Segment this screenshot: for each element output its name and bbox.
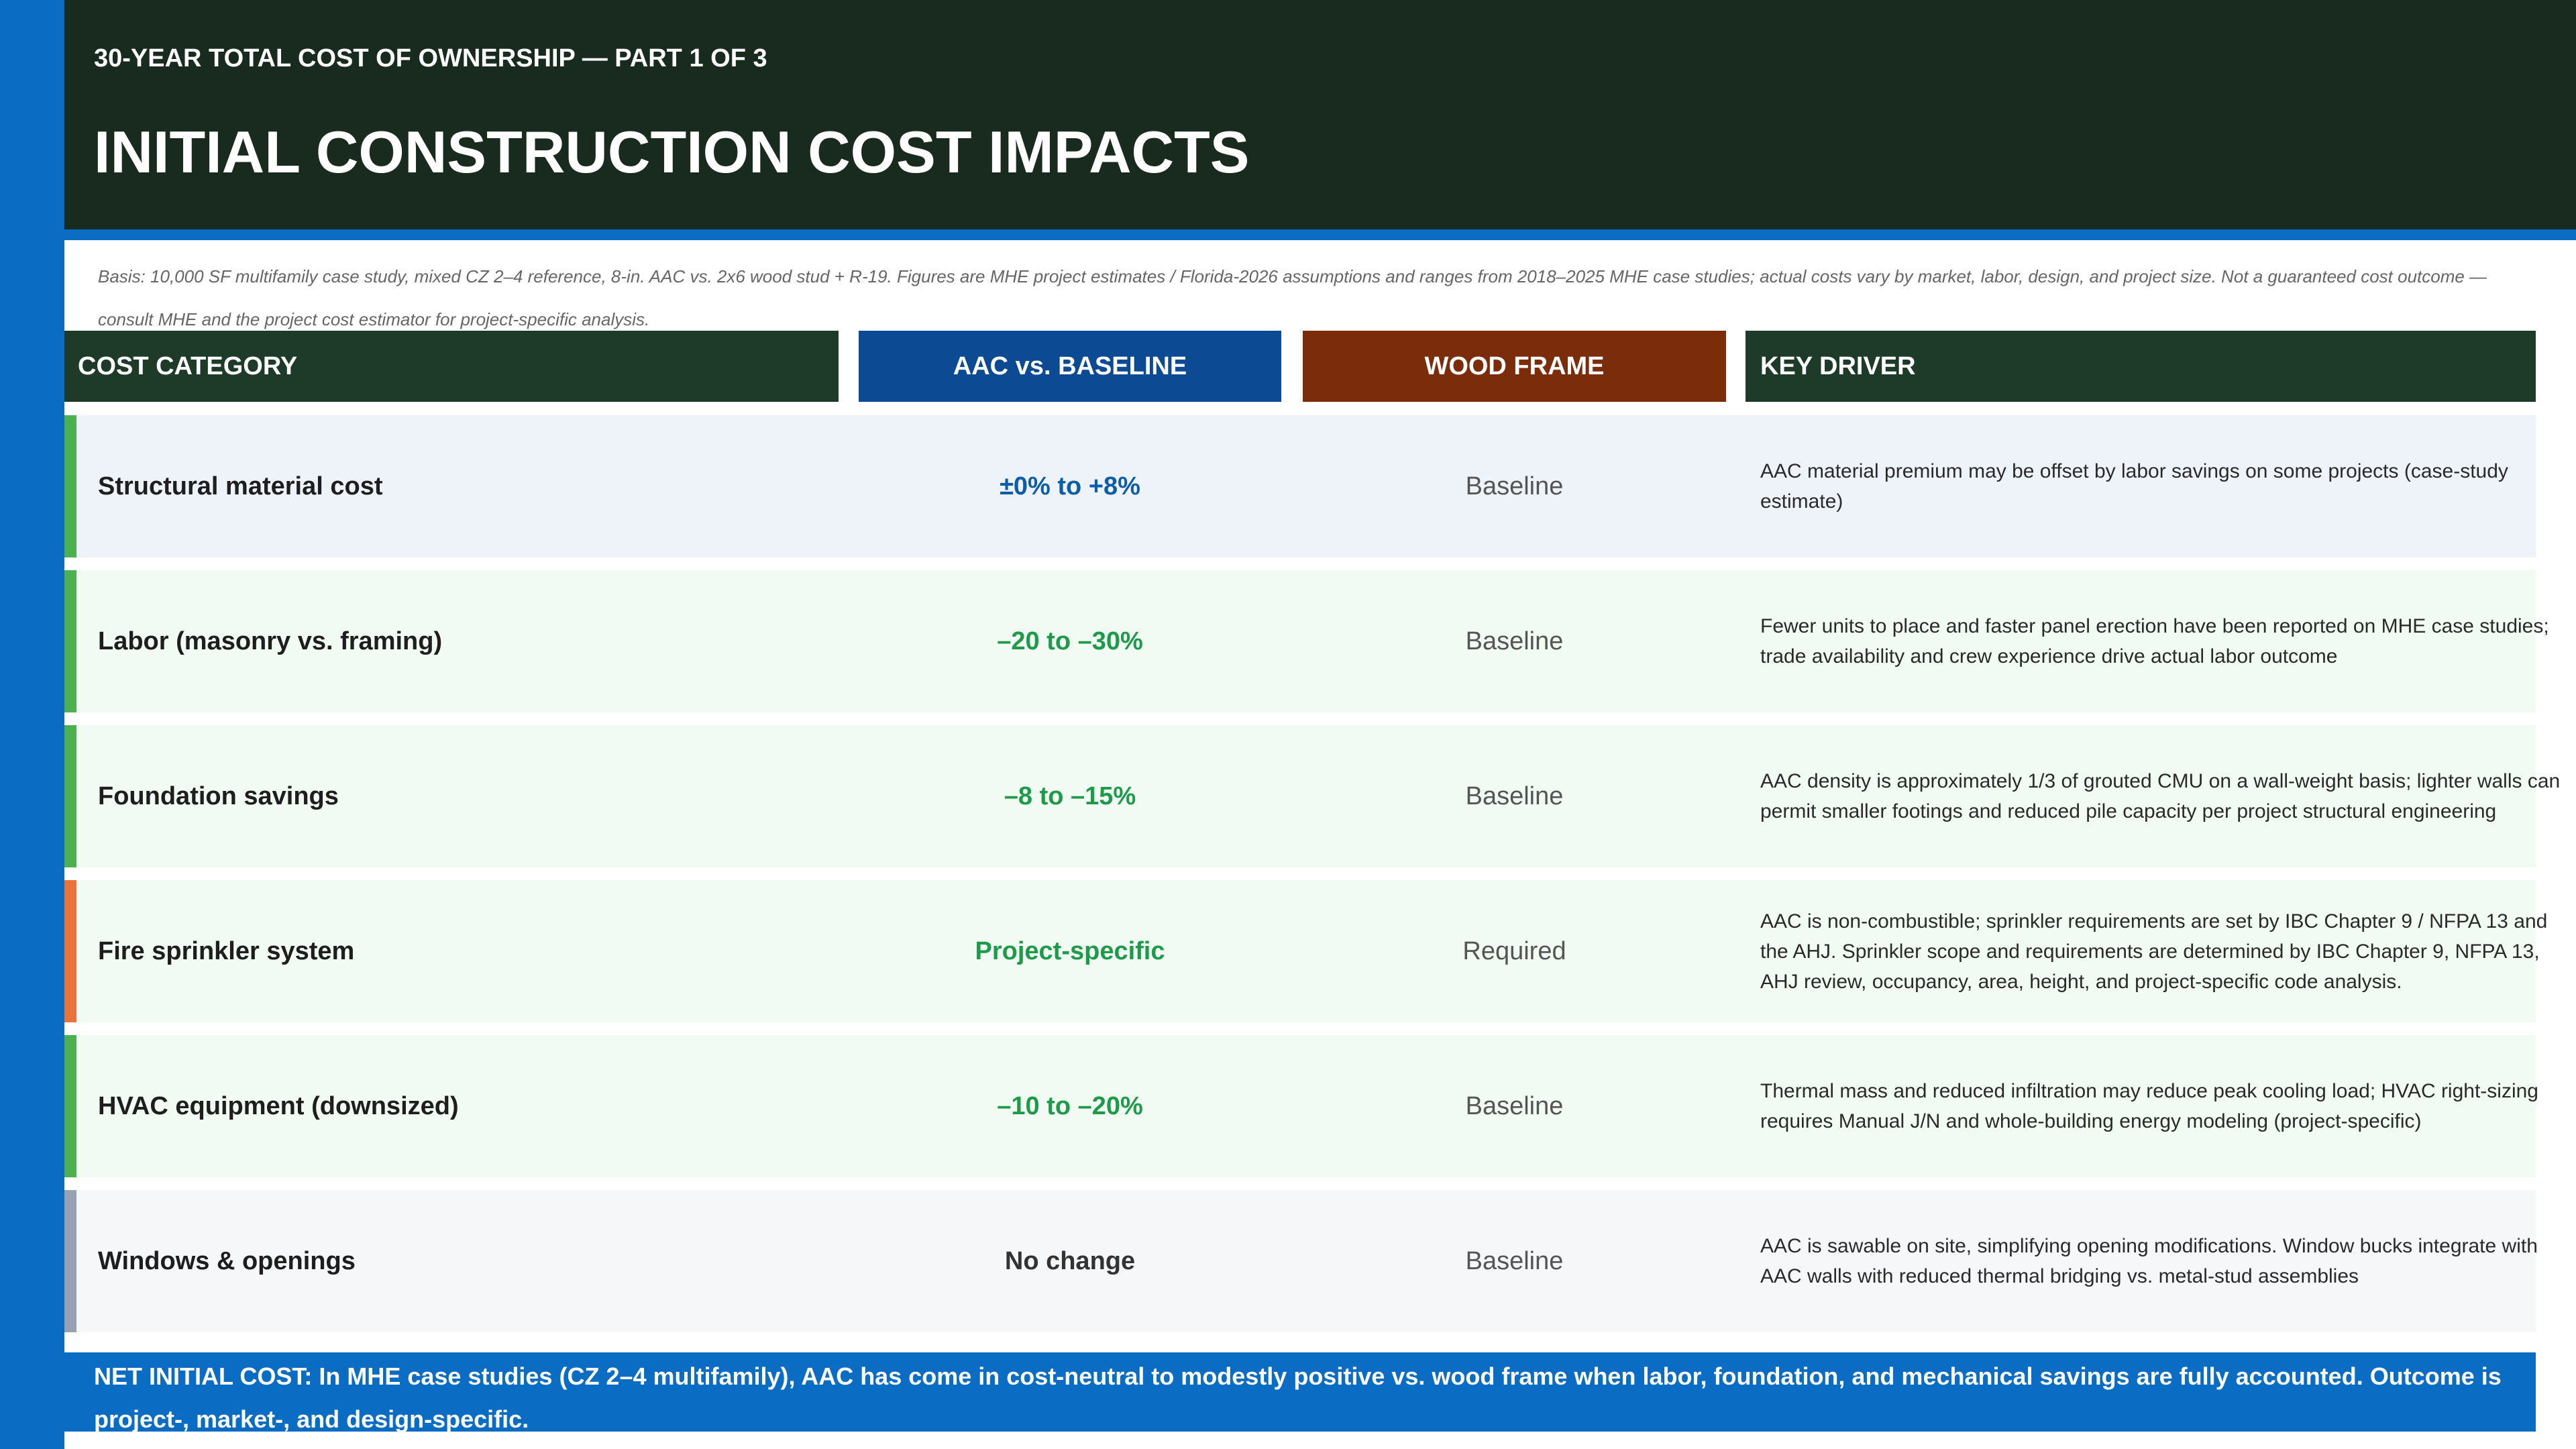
cost-category: HVAC equipment (downsized) bbox=[98, 1091, 459, 1120]
column-header-key-driver: KEY DRIVER bbox=[1746, 331, 2536, 402]
row-accent-strip bbox=[64, 1190, 76, 1332]
left-accent-bar bbox=[0, 0, 64, 1449]
row-accent-strip bbox=[64, 415, 76, 557]
key-driver-text: AAC material premium may be offset by la… bbox=[1760, 460, 2508, 513]
row-accent-strip bbox=[64, 1035, 76, 1177]
section-kicker: 30-YEAR TOTAL COST OF OWNERSHIP — PART 1… bbox=[94, 44, 767, 72]
table-row: Windows & openings No change Baseline AA… bbox=[64, 1190, 2538, 1332]
net-initial-cost-summary: NET INITIAL COST: In MHE case studies (C… bbox=[64, 1352, 2536, 1432]
table-row: Structural material cost ±0% to +8% Base… bbox=[64, 415, 2536, 557]
wood-frame-value: Baseline bbox=[1465, 472, 1564, 500]
wood-frame-value: Baseline bbox=[1465, 627, 1564, 655]
cost-category: Windows & openings bbox=[98, 1246, 356, 1275]
row-accent-strip bbox=[64, 725, 76, 867]
column-header-wood-frame: WOOD FRAME bbox=[1303, 331, 1726, 402]
header-accent-line bbox=[64, 229, 2576, 240]
key-driver-text: AAC is non-combustible; sprinkler requir… bbox=[1760, 910, 2548, 993]
aac-vs-baseline-value: –20 to –30% bbox=[997, 627, 1143, 655]
wood-frame-value: Baseline bbox=[1465, 1091, 1564, 1120]
aac-vs-baseline-value: –10 to –20% bbox=[997, 1091, 1143, 1120]
cost-category: Structural material cost bbox=[98, 472, 383, 500]
page-header bbox=[64, 0, 2576, 229]
key-driver-text: AAC density is approximately 1/3 of grou… bbox=[1760, 770, 2561, 822]
cost-category: Labor (masonry vs. framing) bbox=[98, 627, 443, 655]
table-row: Fire sprinkler system Project-specific R… bbox=[64, 880, 2547, 1022]
table-row: Labor (masonry vs. framing) –20 to –30% … bbox=[64, 570, 2549, 712]
row-accent-strip bbox=[64, 570, 76, 712]
aac-vs-baseline-value: Project-specific bbox=[975, 936, 1165, 965]
column-header-category: COST CATEGORY bbox=[64, 331, 839, 402]
aac-vs-baseline-value: No change bbox=[1004, 1246, 1136, 1275]
aac-vs-baseline-value: –8 to –15% bbox=[1004, 782, 1136, 810]
column-header-aac: AAC vs. BASELINE bbox=[859, 331, 1281, 402]
wood-frame-value: Baseline bbox=[1465, 782, 1564, 810]
row-accent-strip bbox=[64, 880, 76, 1022]
wood-frame-value: Required bbox=[1462, 936, 1566, 965]
wood-frame-value: Baseline bbox=[1465, 1246, 1564, 1275]
table-row: Foundation savings –8 to –15% Baseline A… bbox=[64, 725, 2560, 867]
aac-vs-baseline-value: ±0% to +8% bbox=[1000, 472, 1140, 500]
table-row: HVAC equipment (downsized) –10 to –20% B… bbox=[64, 1035, 2538, 1177]
basis-note: Basis: 10,000 SF multifamily case study,… bbox=[98, 266, 2487, 329]
key-driver-text: Fewer units to place and faster panel er… bbox=[1760, 615, 2549, 667]
cost-category: Fire sprinkler system bbox=[98, 936, 355, 965]
page-title: INITIAL CONSTRUCTION COST IMPACTS bbox=[94, 119, 1250, 185]
key-driver-text: Thermal mass and reduced infiltration ma… bbox=[1760, 1080, 2538, 1132]
key-driver-text: AAC is sawable on site, simplifying open… bbox=[1760, 1235, 2538, 1287]
cost-category: Foundation savings bbox=[98, 782, 339, 810]
